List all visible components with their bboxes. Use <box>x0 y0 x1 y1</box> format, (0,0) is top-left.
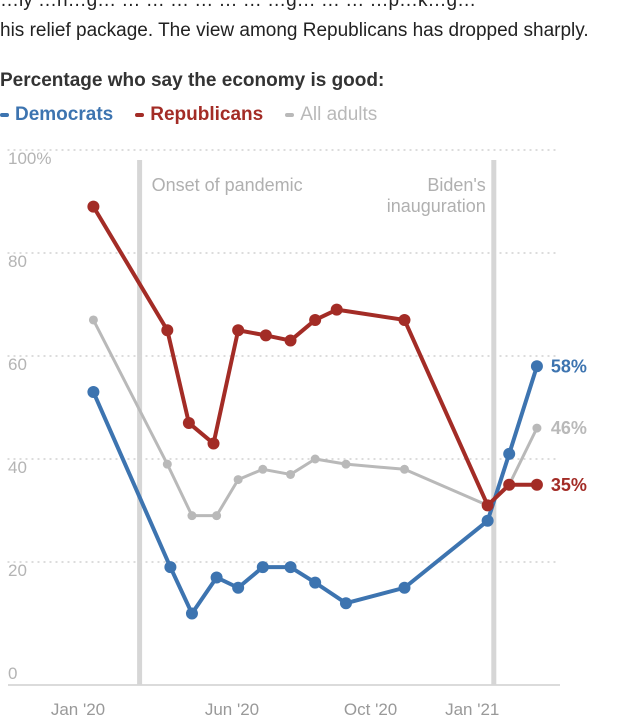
legend-label-democrats: Democrats <box>15 104 114 125</box>
data-point <box>284 561 297 574</box>
data-point <box>87 200 100 213</box>
y-tick-label: 100% <box>8 149 51 168</box>
legend-item-all-adults: All adults <box>285 104 377 126</box>
data-point <box>185 607 198 620</box>
data-point <box>284 334 297 347</box>
data-point <box>532 423 542 433</box>
data-point <box>530 478 543 491</box>
legend-item-democrats: Democrats <box>0 104 113 126</box>
data-point <box>341 459 351 469</box>
annotation-label: Onset of pandemic <box>152 175 303 195</box>
data-point <box>187 511 197 521</box>
data-point <box>503 447 516 460</box>
data-point <box>339 597 352 610</box>
data-point <box>212 511 222 521</box>
y-tick-label: 20 <box>8 561 27 580</box>
data-point <box>399 464 409 474</box>
data-point <box>210 571 223 584</box>
data-point <box>398 313 411 326</box>
data-point <box>162 459 172 469</box>
line-chart: 100% 80 60 40 20 0 Onset of pandemic Biden'sina… <box>7 149 587 719</box>
data-point <box>286 469 296 479</box>
legend-label-all-adults: All adults <box>300 104 378 125</box>
data-point <box>309 576 322 589</box>
y-tick-label: 80 <box>8 252 27 271</box>
legend-swatch-republicans <box>135 113 145 117</box>
y-tick-label: 40 <box>8 458 27 477</box>
data-point <box>259 329 272 342</box>
legend-swatch-democrats <box>0 113 9 117</box>
data-point <box>481 499 494 512</box>
data-point <box>233 475 243 485</box>
series-line <box>92 319 539 518</box>
x-tick-label: Jan '21 <box>445 700 499 719</box>
intro-line-1: …ly …n…g… … … … … … … …g… … … …p…k…g… <box>0 0 477 11</box>
chart-legend: Democrats Republicans All adults <box>0 103 399 127</box>
data-point <box>161 324 174 337</box>
x-tick-label: Jan '20 <box>51 700 105 719</box>
data-point <box>481 514 494 527</box>
series-line <box>91 365 539 616</box>
intro-text: …ly …n…g… … … … … … … …g… … … …p…k…g… hi… <box>0 0 619 46</box>
data-point <box>88 315 98 325</box>
data-point <box>330 303 343 316</box>
data-point <box>182 416 195 429</box>
annotation-label: Biden's <box>427 175 485 195</box>
annotation-label: inauguration <box>387 196 486 216</box>
data-point <box>530 360 543 373</box>
data-point <box>207 437 220 450</box>
end-value-label: 35% <box>551 475 587 495</box>
data-point <box>87 386 100 399</box>
data-point <box>232 324 245 337</box>
legend-label-republicans: Republicans <box>150 104 264 125</box>
data-point <box>398 581 411 594</box>
data-point <box>256 561 269 574</box>
data-point <box>232 581 245 594</box>
data-point <box>503 478 516 491</box>
data-point <box>309 313 322 326</box>
legend-item-republicans: Republicans <box>135 104 263 126</box>
x-tick-label: Oct '20 <box>344 700 397 719</box>
data-point <box>164 561 177 574</box>
data-point <box>258 464 268 474</box>
end-value-label: 46% <box>551 418 587 438</box>
y-tick-label: 0 <box>8 664 17 683</box>
legend-swatch-all-adults <box>285 113 295 117</box>
end-value-label: 58% <box>551 356 587 376</box>
chart-subtitle: Percentage who say the economy is good: <box>0 70 385 91</box>
x-tick-label: Jun '20 <box>205 700 259 719</box>
y-tick-label: 60 <box>8 355 27 374</box>
data-point <box>310 454 320 464</box>
intro-line-2: his relief package. The view among Repub… <box>0 20 589 41</box>
